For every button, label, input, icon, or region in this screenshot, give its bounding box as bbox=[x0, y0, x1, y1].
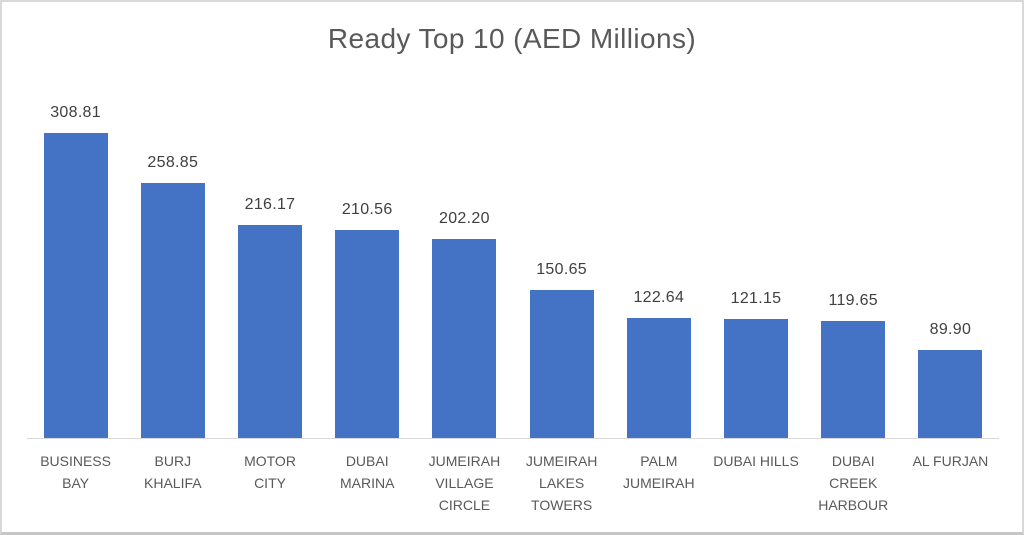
bar bbox=[529, 289, 594, 439]
bar-value-label: 150.65 bbox=[536, 260, 587, 278]
bar bbox=[626, 317, 691, 439]
bar-value-label: 119.65 bbox=[828, 291, 878, 309]
bar bbox=[432, 238, 497, 439]
x-axis-tick-label: AL FURJAN bbox=[912, 453, 989, 469]
bar-value-label: 121.15 bbox=[730, 290, 782, 307]
bar-value-label: 308.81 bbox=[50, 104, 101, 122]
chart-title: Ready Top 10 (AED Millions) bbox=[327, 23, 697, 54]
bar-value-label: 122.64 bbox=[633, 288, 685, 306]
bar bbox=[43, 133, 108, 439]
bar-column: 308.81 bbox=[27, 92, 124, 439]
x-axis-tick-label: PALM JUMEIRAH bbox=[623, 453, 695, 491]
bar bbox=[724, 319, 789, 439]
bar bbox=[238, 224, 302, 439]
bar bbox=[140, 182, 205, 439]
x-axis-tick-label: BURJ KHALIFA bbox=[144, 453, 202, 491]
bar bbox=[821, 320, 886, 439]
x-axis-tick-label: DUBAI HILLS bbox=[713, 453, 799, 469]
x-axis-tick-label: JUMEIRAH VILLAGE CIRCLE bbox=[428, 453, 501, 513]
x-axis-tick-label: MOTOR CITY bbox=[244, 453, 296, 491]
x-axis-tick-label: DUBAI CREEK HARBOUR bbox=[818, 453, 889, 513]
bar-value-label: 202.20 bbox=[439, 209, 490, 227]
bar bbox=[335, 230, 400, 439]
x-axis-tick-label: JUMEIRAH LAKES TOWERS bbox=[525, 453, 598, 513]
bar-value-label: 210.56 bbox=[341, 201, 393, 219]
bar-value-label: 216.17 bbox=[244, 195, 296, 213]
bar-column: 258.85 bbox=[124, 92, 221, 439]
x-axis-labels: BUSINESS BAY BURJ KHALIFA MOTOR CITY DUBAI MARI… bbox=[27, 450, 999, 516]
bar-column: 119.65 bbox=[805, 92, 902, 439]
bar-value-label: 89.90 bbox=[929, 320, 972, 338]
bar-column: 202.20 bbox=[416, 92, 513, 439]
bar-column: 216.17 bbox=[221, 92, 318, 439]
bar-column: 121.15 bbox=[707, 92, 804, 439]
bar-column: 122.64 bbox=[610, 92, 707, 439]
x-axis-tick-label: BUSINESS BAY bbox=[40, 453, 111, 491]
bar-column: 210.56 bbox=[319, 92, 416, 439]
x-axis-line bbox=[27, 438, 999, 439]
x-axis-tick-label: DUBAI MARINA bbox=[339, 453, 395, 491]
bar-column: 150.65 bbox=[513, 92, 610, 439]
bar-column: 89.90 bbox=[902, 92, 999, 439]
bar-value-label: 258.85 bbox=[147, 153, 199, 171]
bar bbox=[918, 349, 983, 439]
plot-area: 308.81 258.85 216.17 210.56 202.20 150.65 122.… bbox=[27, 92, 999, 439]
